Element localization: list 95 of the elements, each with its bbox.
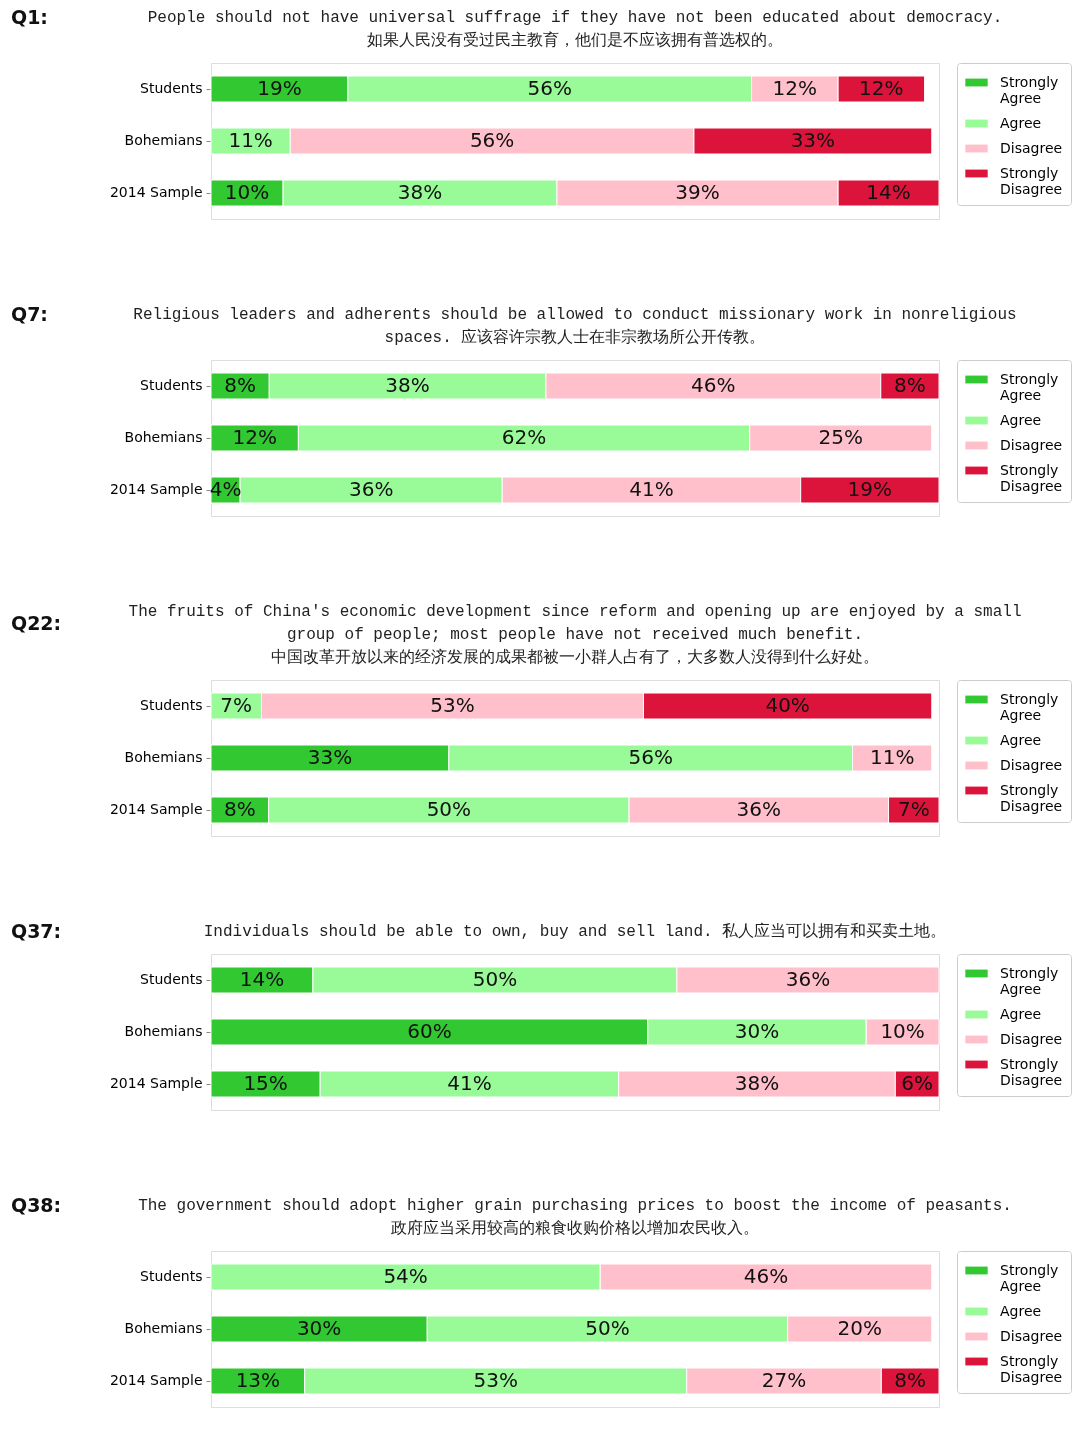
data-label: 38% — [397, 180, 443, 204]
data-label: 46% — [743, 1264, 789, 1288]
y-tick-label: 2014 Sample — [109, 801, 203, 817]
data-label: 30% — [734, 1019, 780, 1043]
y-tick-label: 2014 Sample — [109, 1075, 203, 1091]
y-tick-label: Students — [140, 80, 203, 96]
data-label: 12% — [859, 76, 904, 100]
data-label: 10% — [880, 1019, 925, 1043]
data-label: 12% — [772, 76, 818, 100]
data-label: 50% — [426, 797, 472, 821]
legend-label: Strongly Agree — [1000, 1261, 1059, 1294]
legend-label: Agree — [1000, 1005, 1042, 1022]
data-label: 20% — [837, 1316, 882, 1340]
y-tick-label: Students — [140, 377, 203, 393]
legend-label: Strongly Agree — [1000, 73, 1059, 106]
legend-label: Agree — [1000, 114, 1042, 131]
data-label: 33% — [307, 745, 353, 769]
data-label: 11% — [228, 128, 273, 152]
data-label: 53% — [473, 1368, 518, 1392]
legend-label: Strongly Agree — [1000, 370, 1059, 403]
data-label: 36% — [736, 797, 782, 821]
y-tick-label: 2014 Sample — [109, 1372, 203, 1388]
data-label: 62% — [501, 425, 547, 449]
data-label: 11% — [869, 745, 915, 769]
chart-subtitle: The fruits of China's economic development since reform and opening up are enjoyed by a small group of people; most people have not received much benefit. 中国改革开放以来的经济发展的成果都被一小群人占有了，大多数人没得到什么好处。 — [128, 603, 1022, 667]
data-label: 40% — [765, 693, 810, 717]
text: Q22: — [11, 612, 62, 634]
text: Q7: — [11, 303, 48, 325]
legend-label: Disagree — [1000, 1327, 1063, 1344]
chart-subtitle: Individuals should be able to own, buy and sell land. 私人应当可以拥有和买卖土地。 — [203, 922, 947, 941]
data-label: 50% — [472, 967, 518, 991]
y-tick-label: Bohemians — [124, 1023, 203, 1039]
data-label: 38% — [734, 1071, 780, 1095]
y-tick-label: Bohemians — [124, 132, 203, 148]
data-label: 25% — [818, 425, 863, 449]
data-label: 14% — [239, 967, 285, 991]
data-label: 56% — [628, 745, 673, 769]
y-tick-label: Students — [140, 1268, 203, 1284]
data-label: 6% — [901, 1071, 934, 1095]
data-label: 12% — [232, 425, 277, 449]
data-label: 15% — [243, 1071, 288, 1095]
legend-label: Strongly Disagree — [1000, 164, 1063, 197]
data-label: 8% — [894, 1368, 927, 1392]
data-label: 39% — [675, 180, 720, 204]
text: Q37: — [11, 920, 62, 942]
legend-label: Agree — [1000, 1302, 1042, 1319]
data-label: 56% — [469, 128, 515, 152]
data-label: 14% — [866, 180, 911, 204]
data-label: 19% — [257, 76, 302, 100]
y-tick-label: Bohemians — [124, 1320, 203, 1336]
data-label: 41% — [629, 477, 674, 501]
legend-label: Disagree — [1000, 436, 1063, 453]
y-tick-label: 2014 Sample — [109, 481, 203, 497]
data-label: 19% — [847, 477, 893, 501]
legend-label: Strongly Disagree — [1000, 781, 1063, 814]
y-tick-label: Students — [140, 971, 203, 987]
data-label: 56% — [527, 76, 572, 100]
chart-subtitle: Religious leaders and adherents should be allowed to conduct missionary work in nonreligious spaces. 应该容许宗教人士在非宗教场所公开传教。 — [133, 306, 1017, 347]
text: Q1: — [11, 6, 48, 28]
legend-label: Agree — [1000, 731, 1042, 748]
data-label: 10% — [224, 180, 270, 204]
legend-label: Strongly Agree — [1000, 690, 1059, 723]
data-label: 7% — [220, 693, 253, 717]
legend-label: Disagree — [1000, 139, 1063, 156]
data-label: 8% — [224, 373, 256, 397]
data-label: 27% — [761, 1368, 807, 1392]
y-tick-label: Bohemians — [124, 429, 203, 445]
data-label: 38% — [385, 373, 430, 397]
data-label: 54% — [383, 1264, 428, 1288]
data-label: 30% — [296, 1316, 342, 1340]
legend-label: Strongly Disagree — [1000, 1055, 1063, 1088]
chart-subtitle: The government should adopt higher grain purchasing prices to boost the income of peasants. 政府应当采用较高的粮食收购价格以增加农民收入。 — [138, 1197, 1012, 1238]
legend-label: Disagree — [1000, 1030, 1063, 1047]
legend-label: Agree — [1000, 411, 1042, 428]
data-label: 46% — [691, 373, 736, 397]
data-label: 50% — [585, 1316, 630, 1340]
y-tick-label: Bohemians — [124, 749, 203, 765]
data-label: 8% — [223, 797, 256, 821]
legend-label: Strongly Disagree — [1000, 1352, 1063, 1385]
data-label: 36% — [348, 477, 394, 501]
chart-subtitle: People should not have universal suffrage if they have not been educated about democracy. 如果人民没有受过民主教育，他们是不应该拥有普选权的。 — [147, 9, 1003, 50]
data-label: 13% — [235, 1368, 281, 1392]
y-tick-label: 2014 Sample — [109, 184, 203, 200]
legend-label: Strongly Agree — [1000, 964, 1059, 997]
data-label: 41% — [447, 1071, 492, 1095]
data-label: 36% — [785, 967, 831, 991]
data-label: 60% — [407, 1019, 452, 1043]
legend-label: Strongly Disagree — [1000, 461, 1063, 494]
data-label: 53% — [430, 693, 475, 717]
data-label: 7% — [897, 797, 930, 821]
data-label: 8% — [894, 373, 926, 397]
text: Q38: — [11, 1194, 62, 1216]
data-label: 33% — [790, 128, 836, 152]
legend-label: Disagree — [1000, 756, 1063, 773]
y-tick-label: Students — [140, 697, 203, 713]
